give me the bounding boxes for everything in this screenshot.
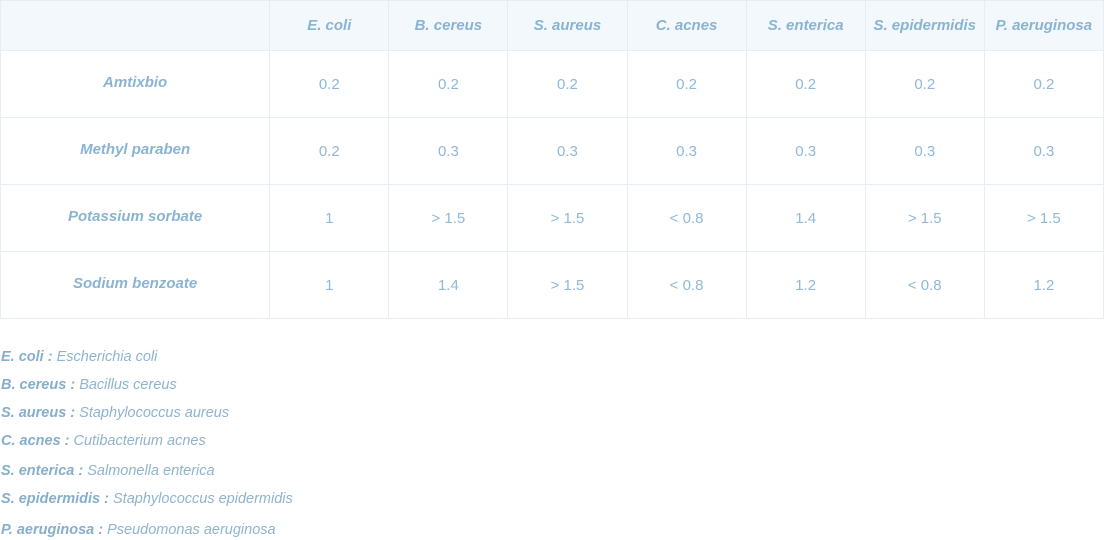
legend-item: S. enterica : Salmonella enterica xyxy=(1,463,215,479)
cell: > 1.5 xyxy=(507,184,628,252)
header-row: E. coli B. cereus S. aureus C. acnes S. ente… xyxy=(0,0,1104,51)
legend-definition: Escherichia coli xyxy=(56,349,158,365)
legend-term: S. epidermidis : xyxy=(1,491,109,507)
row-label: Amtixbio xyxy=(0,50,271,118)
cell: 0.2 xyxy=(864,50,985,118)
cell: > 1.5 xyxy=(864,184,985,252)
column-header: E. coli xyxy=(269,0,390,51)
cell: 0.2 xyxy=(626,50,747,118)
cell: < 0.8 xyxy=(626,184,747,252)
table-body: Amtixbio 0.2 0.2 0.2 0.2 0.2 0.2 0.2 Methyl para… xyxy=(0,50,1104,319)
legend-term: S. aureus : xyxy=(1,405,76,421)
cell: 0.2 xyxy=(983,50,1104,118)
column-header: P. aeruginosa xyxy=(983,0,1104,51)
column-header: S. aureus xyxy=(507,0,628,51)
cell: 0.2 xyxy=(507,50,628,118)
column-header: B. cereus xyxy=(388,0,509,51)
column-header: S. epidermidis xyxy=(864,0,985,51)
legend-term: P. aeruginosa : xyxy=(1,522,104,538)
cell: 0.2 xyxy=(269,50,390,118)
legend-term: E. coli : xyxy=(1,349,53,365)
cell: 0.3 xyxy=(864,117,985,185)
cell: 0.2 xyxy=(745,50,866,118)
cell: 0.2 xyxy=(269,117,390,185)
cell: < 0.8 xyxy=(626,251,747,319)
legend-item: C. acnes : Cutibacterium acnes xyxy=(1,433,206,449)
legend-item: B. cereus : Bacillus cereus xyxy=(1,377,177,393)
cell: > 1.5 xyxy=(983,184,1104,252)
legend-item: S. epidermidis : Staphylococcus epidermi… xyxy=(1,491,293,507)
legend-item: S. aureus : Staphylococcus aureus xyxy=(1,405,229,421)
cell: 0.3 xyxy=(745,117,866,185)
legend-definition: Bacillus cereus xyxy=(79,377,177,393)
legend-term: C. acnes : xyxy=(1,433,70,449)
table-row: Methyl paraben 0.2 0.3 0.3 0.3 0.3 0.3 0.3 xyxy=(0,117,1104,185)
column-header: C. acnes xyxy=(626,0,747,51)
data-table: E. coli B. cereus S. aureus C. acnes S. ente… xyxy=(0,0,1104,319)
legend-term: B. cereus : xyxy=(1,377,76,393)
cell: 0.2 xyxy=(388,50,509,118)
cell: 1.2 xyxy=(745,251,866,319)
table-row: Potassium sorbate 1 > 1.5 > 1.5 < 0.8 1.4 > 1.… xyxy=(0,184,1104,252)
cell: > 1.5 xyxy=(388,184,509,252)
corner-cell xyxy=(0,0,271,51)
legend-term: S. enterica : xyxy=(1,463,84,479)
legend-definition: Cutibacterium acnes xyxy=(73,433,206,449)
cell: 1 xyxy=(269,251,390,319)
cell: 0.3 xyxy=(626,117,747,185)
table-row: Sodium benzoate 1 1.4 > 1.5 < 0.8 1.2 < 0.8 1.2 xyxy=(0,251,1104,319)
cell: 0.3 xyxy=(388,117,509,185)
table-row: Amtixbio 0.2 0.2 0.2 0.2 0.2 0.2 0.2 xyxy=(0,50,1104,118)
legend-item: E. coli : Escherichia coli xyxy=(1,349,157,365)
row-label: Sodium benzoate xyxy=(0,251,271,319)
row-label: Potassium sorbate xyxy=(0,184,271,252)
cell: 1.4 xyxy=(745,184,866,252)
cell: > 1.5 xyxy=(507,251,628,319)
cell: < 0.8 xyxy=(864,251,985,319)
cell: 0.3 xyxy=(507,117,628,185)
cell: 1.4 xyxy=(388,251,509,319)
legend-item: P. aeruginosa : Pseudomonas aeruginosa xyxy=(1,522,276,538)
legend-definition: Staphylococcus epidermidis xyxy=(113,491,293,507)
cell: 1 xyxy=(269,184,390,252)
cell: 1.2 xyxy=(983,251,1104,319)
legend-definition: Pseudomonas aeruginosa xyxy=(107,522,276,538)
column-header: S. enterica xyxy=(745,0,866,51)
legend-definition: Staphylococcus aureus xyxy=(79,405,230,421)
row-label: Methyl paraben xyxy=(0,117,271,185)
legend-definition: Salmonella enterica xyxy=(87,463,215,479)
cell: 0.3 xyxy=(983,117,1104,185)
